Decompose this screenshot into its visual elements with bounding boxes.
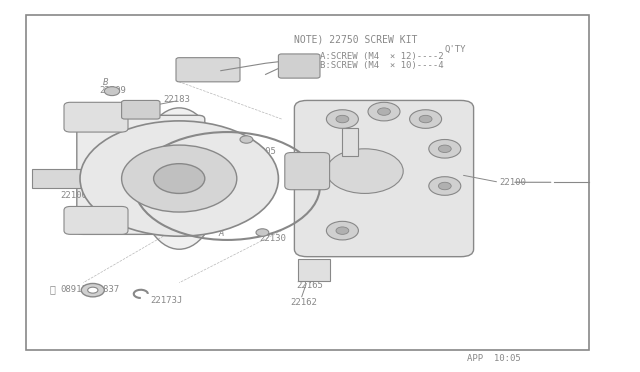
Bar bbox=[342, 128, 358, 156]
Text: NOTE) 22750 SCREW KIT: NOTE) 22750 SCREW KIT bbox=[294, 34, 418, 44]
Text: B: B bbox=[103, 78, 108, 87]
Text: B:SCREW (M4  × 10)----4: B:SCREW (M4 × 10)----4 bbox=[320, 61, 444, 70]
Text: A: A bbox=[218, 229, 223, 238]
Circle shape bbox=[240, 136, 253, 143]
Circle shape bbox=[81, 283, 104, 297]
Circle shape bbox=[410, 110, 442, 128]
Circle shape bbox=[368, 102, 400, 121]
FancyBboxPatch shape bbox=[64, 206, 128, 234]
Text: 08911-10837: 08911-10837 bbox=[61, 285, 120, 294]
FancyBboxPatch shape bbox=[278, 54, 320, 78]
Bar bbox=[26, 15, 589, 350]
Text: 22130: 22130 bbox=[259, 234, 286, 243]
Circle shape bbox=[438, 145, 451, 153]
Bar bbox=[32, 169, 102, 188]
Text: 22165: 22165 bbox=[296, 281, 323, 290]
Circle shape bbox=[104, 87, 120, 96]
Text: 22183: 22183 bbox=[163, 95, 190, 104]
Bar bbox=[298, 259, 330, 281]
Text: 22162: 22162 bbox=[290, 298, 317, 307]
FancyBboxPatch shape bbox=[294, 100, 474, 257]
Circle shape bbox=[378, 108, 390, 115]
Text: ⓝ: ⓝ bbox=[50, 285, 56, 294]
Circle shape bbox=[122, 145, 237, 212]
Text: 22157: 22157 bbox=[338, 164, 365, 173]
FancyBboxPatch shape bbox=[77, 115, 205, 234]
Circle shape bbox=[326, 110, 358, 128]
Circle shape bbox=[419, 115, 432, 123]
Circle shape bbox=[88, 287, 98, 293]
Circle shape bbox=[326, 149, 403, 193]
Text: B: B bbox=[237, 138, 243, 147]
Text: 22105: 22105 bbox=[250, 147, 276, 156]
FancyBboxPatch shape bbox=[64, 102, 128, 132]
Text: 22100: 22100 bbox=[499, 178, 526, 187]
Circle shape bbox=[336, 115, 349, 123]
Text: A:SCREW (M4  × 12)----2: A:SCREW (M4 × 12)----2 bbox=[320, 52, 444, 61]
Circle shape bbox=[336, 227, 349, 234]
Circle shape bbox=[154, 164, 205, 193]
Circle shape bbox=[80, 121, 278, 236]
Text: 22173J: 22173J bbox=[150, 296, 182, 305]
Circle shape bbox=[326, 221, 358, 240]
Circle shape bbox=[256, 229, 269, 236]
Text: APP  10:05: APP 10:05 bbox=[467, 355, 521, 363]
FancyBboxPatch shape bbox=[285, 153, 330, 190]
FancyBboxPatch shape bbox=[176, 58, 240, 82]
Circle shape bbox=[429, 177, 461, 195]
FancyBboxPatch shape bbox=[122, 100, 160, 119]
Circle shape bbox=[429, 140, 461, 158]
Ellipse shape bbox=[138, 108, 221, 249]
Text: 22100E: 22100E bbox=[61, 191, 93, 200]
Text: 22309: 22309 bbox=[99, 86, 126, 95]
Circle shape bbox=[438, 182, 451, 190]
Text: Q'TY: Q'TY bbox=[445, 45, 467, 54]
